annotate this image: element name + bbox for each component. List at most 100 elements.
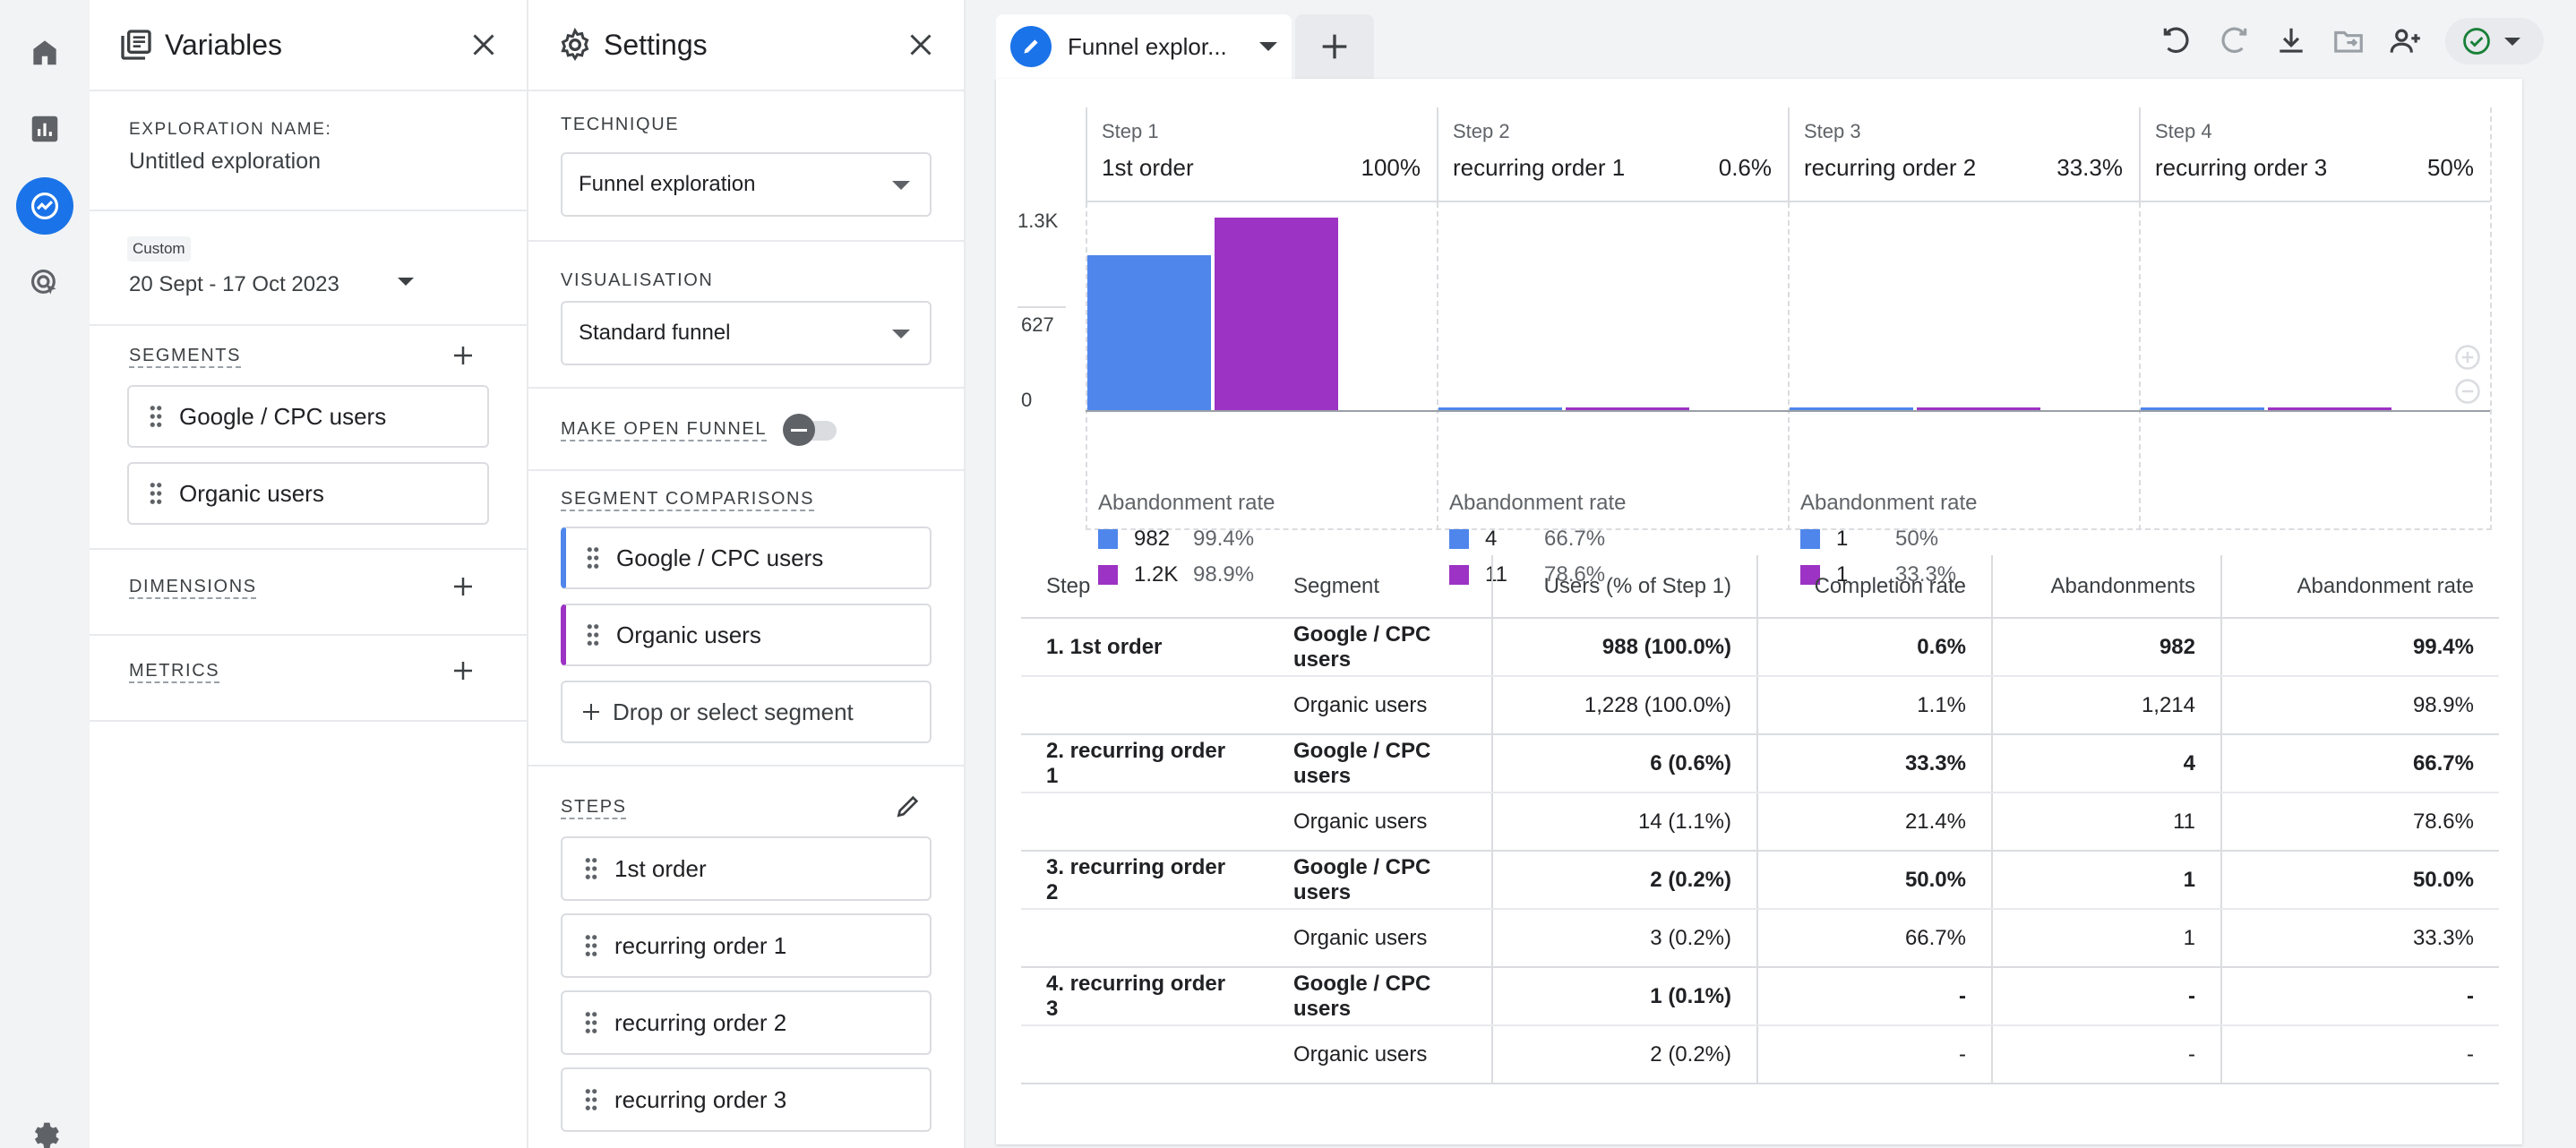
column-header[interactable]: Step xyxy=(1021,555,1268,619)
visualisation-select[interactable]: Standard funnel xyxy=(561,301,932,365)
y-axis-tick-label: 0 xyxy=(1021,389,1033,411)
funnel-bar[interactable] xyxy=(2141,407,2264,410)
target-cursor-icon[interactable] xyxy=(16,254,73,312)
abandonment-title: Abandonment rate xyxy=(1449,491,1627,515)
zoom-in-icon[interactable] xyxy=(2454,344,2481,371)
completion-rate-cell: 0.6% xyxy=(1756,618,1992,677)
column-header[interactable]: Abandonments xyxy=(1991,555,2221,619)
funnel-table: Step Segment Users (% of Step 1) Complet… xyxy=(1021,555,2499,1084)
users-cell: 3 (0.2%) xyxy=(1491,909,1757,968)
drag-handle-icon[interactable] xyxy=(149,482,163,505)
segment-chip[interactable]: Organic users xyxy=(127,462,489,525)
step-chip[interactable]: recurring order 3 xyxy=(561,1067,932,1132)
undo-icon[interactable] xyxy=(2157,21,2196,61)
funnel-bar[interactable] xyxy=(1790,407,1913,410)
funnel-bar[interactable] xyxy=(1917,407,2040,410)
column-header[interactable]: Completion rate xyxy=(1756,555,1992,619)
completion-rate-cell: 1.1% xyxy=(1756,676,1992,735)
comparison-segment-chip[interactable]: Organic users xyxy=(561,604,932,666)
step-chip[interactable]: recurring order 2 xyxy=(561,990,932,1055)
tab-menu-caret-icon[interactable] xyxy=(1259,42,1277,51)
abandonment-title: Abandonment rate xyxy=(1098,491,1275,515)
comparison-segment-chip[interactable]: Google / CPC users xyxy=(561,527,932,589)
table-row[interactable]: 2. recurring order 1 Google / CPC users 6 … xyxy=(1021,734,2499,793)
completion-rate-cell: 33.3% xyxy=(1756,734,1992,793)
abandonments-cell: 1 xyxy=(1991,909,2221,968)
column-divider xyxy=(1788,202,1790,530)
series-swatch xyxy=(1800,529,1820,549)
funnel-step-header[interactable]: Step 2 recurring order 1 0.6% xyxy=(1437,107,1788,202)
drag-handle-icon[interactable] xyxy=(584,934,598,957)
add-tab-button[interactable] xyxy=(1295,14,1374,79)
tab-funnel-exploration[interactable]: Funnel explor... xyxy=(996,14,1292,79)
zoom-out-icon[interactable] xyxy=(2454,378,2481,405)
funnel-bar[interactable] xyxy=(1438,407,1562,410)
redo-icon[interactable] xyxy=(2214,21,2254,61)
download-icon[interactable] xyxy=(2271,21,2311,61)
exploration-name-input[interactable]: Untitled exploration xyxy=(129,149,322,174)
drag-handle-icon[interactable] xyxy=(149,405,163,428)
step-chip[interactable]: recurring order 1 xyxy=(561,913,932,978)
column-header[interactable]: Segment xyxy=(1268,555,1492,619)
close-icon[interactable] xyxy=(905,29,937,61)
status-menu-button[interactable] xyxy=(2445,18,2544,64)
table-row[interactable]: 4. recurring order 3 Google / CPC users 1 … xyxy=(1021,967,2499,1026)
series-swatch xyxy=(1098,529,1118,549)
drag-handle-icon[interactable] xyxy=(584,857,598,880)
completion-rate-cell: - xyxy=(1756,967,1992,1026)
add-dimension-plus-icon[interactable] xyxy=(450,573,477,600)
drag-handle-icon[interactable] xyxy=(586,546,600,570)
settings-title: Settings xyxy=(604,28,708,61)
step-number: Step 1 xyxy=(1102,120,1159,142)
funnel-bar[interactable] xyxy=(1087,255,1211,410)
bar-chart-icon[interactable] xyxy=(16,100,73,158)
table-row[interactable]: Organic users 3 (0.2%) 66.7% 1 33.3% xyxy=(1021,909,2499,968)
table-row[interactable]: Organic users 1,228 (100.0%) 1.1% 1,214 98.9… xyxy=(1021,676,2499,735)
edit-pencil-icon[interactable] xyxy=(894,792,923,820)
funnel-step-header[interactable]: Step 3 recurring order 2 33.3% xyxy=(1788,107,2139,202)
step-percent: 100% xyxy=(1361,154,1421,181)
explore-icon[interactable] xyxy=(16,177,73,235)
dropdown-caret-icon xyxy=(892,181,910,190)
settings-gear-icon xyxy=(561,27,589,62)
add-metric-plus-icon[interactable] xyxy=(450,657,477,684)
edit-pencil-icon[interactable] xyxy=(1010,26,1052,67)
funnel-step-header[interactable]: Step 4 recurring order 3 50% xyxy=(2139,107,2490,202)
technique-select[interactable]: Funnel exploration xyxy=(561,152,932,217)
table-row[interactable]: Organic users 2 (0.2%) - - - xyxy=(1021,1025,2499,1084)
abandonment-value: 1 xyxy=(1836,527,1849,551)
close-icon[interactable] xyxy=(468,29,500,61)
open-funnel-toggle[interactable] xyxy=(783,414,840,446)
step-chip[interactable]: 1st order xyxy=(561,836,932,901)
drag-handle-icon[interactable] xyxy=(584,1088,598,1111)
metrics-section: METRICS xyxy=(90,636,527,722)
abandonment-rate-cell: 33.3% xyxy=(2220,909,2499,968)
funnel-step-header[interactable]: Step 1 1st order 100% xyxy=(1086,107,1437,202)
gear-icon[interactable] xyxy=(16,1107,73,1148)
funnel-bar[interactable] xyxy=(1566,407,1689,410)
segment-cell: Google / CPC users xyxy=(1268,851,1492,910)
column-divider xyxy=(2139,107,2141,202)
open-funnel-section: MAKE OPEN FUNNEL xyxy=(528,389,964,471)
move-to-folder-icon[interactable] xyxy=(2329,21,2368,61)
column-header[interactable]: Users (% of Step 1) xyxy=(1491,555,1757,619)
share-users-icon[interactable] xyxy=(2386,21,2426,61)
abandonment-percent: 66.7% xyxy=(1544,527,1606,551)
chevron-down-icon[interactable] xyxy=(398,278,414,286)
funnel-bar[interactable] xyxy=(2268,407,2391,410)
funnel-bar[interactable] xyxy=(1215,218,1338,410)
column-header[interactable]: Abandonment rate xyxy=(2220,555,2499,619)
table-row[interactable]: 3. recurring order 2 Google / CPC users 2 … xyxy=(1021,851,2499,910)
home-icon[interactable] xyxy=(16,23,73,81)
step-cell: 4. recurring order 3 xyxy=(1021,967,1268,1026)
drag-handle-icon[interactable] xyxy=(586,623,600,647)
segment-comparisons-label: SEGMENT COMPARISONS xyxy=(561,489,815,509)
table-row[interactable]: 1. 1st order Google / CPC users 988 (100.0… xyxy=(1021,618,2499,677)
table-row[interactable]: Organic users 14 (1.1%) 21.4% 11 78.6% xyxy=(1021,792,2499,852)
add-segment-plus-icon[interactable] xyxy=(450,342,477,369)
segment-chip[interactable]: Google / CPC users xyxy=(127,385,489,448)
segment-label: Google / CPC users xyxy=(179,402,387,430)
drop-segment-slot[interactable]: Drop or select segment xyxy=(561,681,932,743)
date-range-picker[interactable]: 20 Sept - 17 Oct 2023 xyxy=(129,272,339,296)
drag-handle-icon[interactable] xyxy=(584,1011,598,1034)
